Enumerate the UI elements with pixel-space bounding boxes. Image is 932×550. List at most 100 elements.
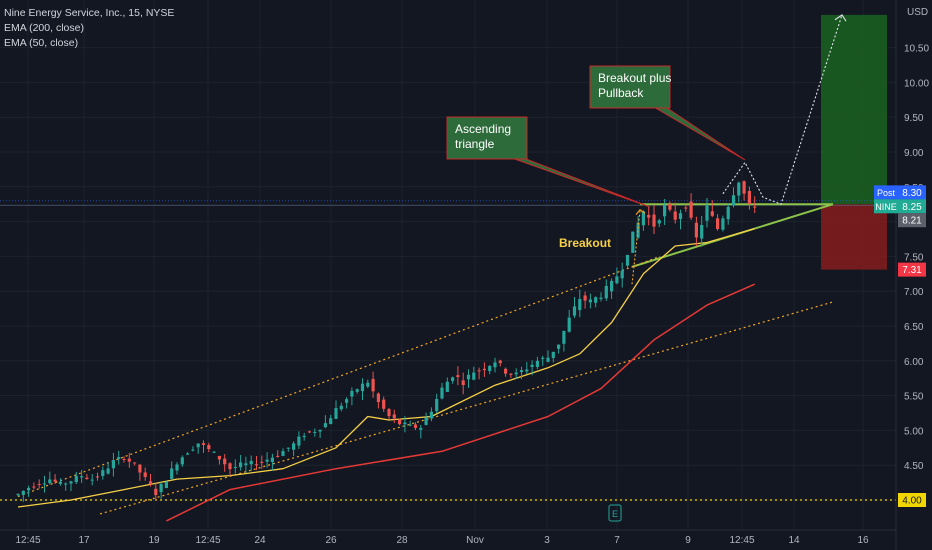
candle-body	[117, 457, 121, 460]
candle-body	[610, 280, 614, 292]
y-tick-label: 7.00	[904, 287, 924, 298]
projection-arrowhead	[834, 14, 847, 22]
prior-price-badge: 8.21	[898, 213, 926, 228]
badge-value-text: 8.30	[902, 188, 922, 199]
ema-50-legend[interactable]: EMA (50, close)	[4, 37, 79, 49]
breakout-label: Breakout	[559, 236, 611, 250]
candle-body	[466, 374, 471, 380]
candle-body	[228, 463, 232, 470]
candle-body	[514, 372, 518, 375]
y-tick-label: 5.50	[904, 392, 924, 403]
badge-value-text: 7.31	[902, 265, 922, 276]
candle-body	[753, 206, 757, 208]
y-tick-label: 9.50	[904, 113, 924, 124]
x-tick-label: 12:45	[195, 535, 220, 546]
candle-body	[244, 463, 248, 466]
candle-body	[551, 351, 555, 359]
callout-pointer	[508, 156, 651, 208]
candle-body	[429, 411, 433, 419]
currency-label: USD	[907, 7, 928, 18]
candle-body	[620, 270, 624, 279]
candle-body	[705, 205, 709, 221]
candle-body	[567, 317, 571, 332]
candle-body	[276, 455, 280, 457]
x-tick-label: 19	[148, 535, 160, 546]
candle-body	[175, 464, 179, 471]
candle-body	[604, 285, 608, 299]
candle-body	[392, 414, 396, 419]
badge-value	[898, 213, 926, 228]
symbol-title[interactable]: Nine Energy Service, Inc., 15, NYSE	[4, 7, 175, 19]
candle-body	[42, 483, 47, 485]
ticker-price-badge: NINE 8.25	[874, 199, 926, 214]
candle-body	[398, 419, 402, 425]
x-tick-label: 26	[325, 535, 337, 546]
earnings-marker	[608, 504, 622, 522]
candle-body	[154, 488, 158, 496]
candle-body	[647, 214, 651, 218]
candle-body	[122, 458, 126, 460]
projection-path	[722, 14, 843, 205]
badge-value-text: 8.21	[902, 216, 922, 227]
candle-body	[360, 383, 365, 392]
candle-body	[74, 475, 78, 483]
candle-body	[657, 220, 661, 224]
candle-body	[143, 472, 147, 477]
candle-body	[297, 436, 301, 446]
badge-tag	[874, 185, 898, 200]
candle-body	[180, 457, 184, 465]
candle-body	[239, 462, 243, 468]
candle-body	[541, 357, 545, 359]
candle-body	[164, 481, 168, 489]
candle-body	[498, 360, 502, 364]
candle-body	[80, 476, 84, 478]
candle-body	[530, 364, 534, 367]
candle-body	[440, 387, 444, 399]
candle-body	[668, 203, 672, 210]
candle-body	[58, 481, 62, 484]
ema-200-legend[interactable]: EMA (200, close)	[4, 22, 84, 34]
badge-value	[898, 262, 926, 277]
channel-lower-line	[99, 301, 835, 515]
candle-body	[525, 369, 529, 372]
candle-body	[345, 399, 349, 403]
candle-body	[48, 479, 52, 484]
y-tick-label: 10.00	[904, 78, 929, 89]
y-tick-label: 6.50	[904, 322, 924, 333]
candle-body	[451, 377, 455, 381]
candle-body	[615, 276, 619, 284]
ema-50-line	[17, 227, 755, 508]
badge-value	[898, 493, 926, 507]
y-tick-label: 5.00	[904, 426, 924, 437]
drawing-lines	[0, 200, 896, 515]
candle-body	[684, 207, 688, 209]
candle-body	[424, 417, 428, 425]
candle-body	[482, 368, 486, 371]
candle-body	[572, 306, 577, 316]
x-tick-label: Nov	[466, 535, 484, 546]
y-tick-label: 9.00	[904, 148, 924, 159]
candle-body	[323, 423, 327, 428]
ema-lines	[17, 227, 756, 522]
candle-body	[69, 481, 73, 484]
candle-body	[281, 451, 285, 456]
badge-value	[898, 199, 926, 214]
grid	[0, 0, 896, 530]
x-tick-label: 12:45	[729, 535, 754, 546]
candle-body	[90, 479, 94, 481]
candle-body	[16, 494, 20, 496]
stop-price-badge: 7.31	[898, 262, 926, 277]
stop-zone	[821, 204, 887, 270]
candle-body	[191, 449, 195, 451]
candle-body	[201, 443, 206, 445]
candle-body	[636, 222, 640, 238]
candle-body	[286, 447, 290, 449]
candle-body	[461, 380, 465, 385]
candle-body	[207, 445, 211, 450]
candle-body	[292, 443, 296, 450]
x-tick-label: 14	[788, 535, 800, 546]
badge-tag	[874, 199, 898, 214]
candle-body	[599, 297, 603, 300]
candle-body	[493, 362, 497, 368]
